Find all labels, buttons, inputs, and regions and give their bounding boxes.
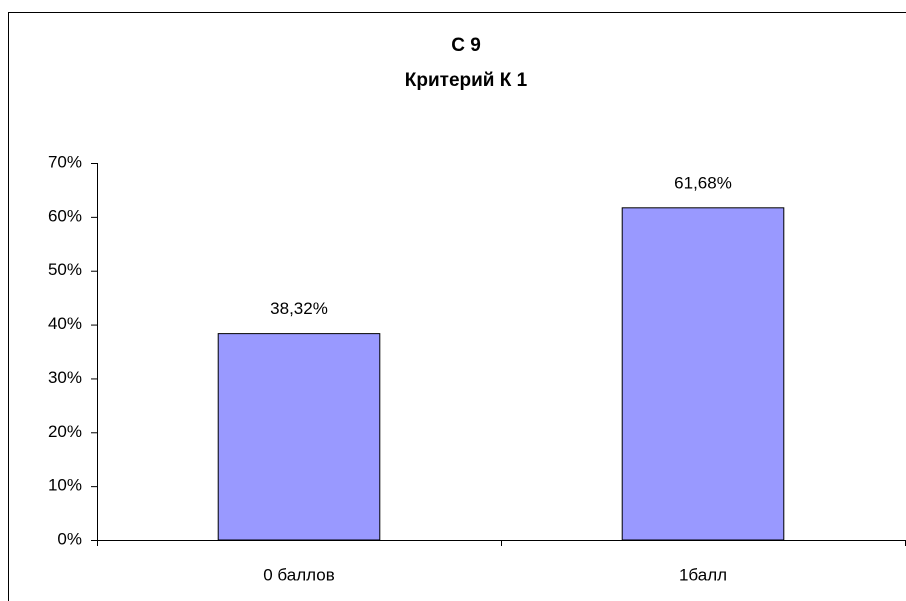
y-tick-label: 50% — [48, 260, 82, 279]
bar — [621, 207, 785, 541]
x-tick-label: 0 баллов — [263, 565, 335, 584]
x-tick-label: 1балл — [679, 565, 727, 584]
y-tick-label: 10% — [48, 476, 82, 495]
y-tick-label: 30% — [48, 368, 82, 387]
y-tick-label: 60% — [48, 206, 82, 225]
y-tick-label: 20% — [48, 422, 82, 441]
chart-subtitle: Критерий К 1 — [405, 70, 528, 91]
y-tick-label: 70% — [48, 152, 82, 171]
chart-title: С 9 — [451, 35, 481, 56]
y-tick-label: 40% — [48, 314, 82, 333]
y-tick-label: 0% — [57, 529, 82, 548]
data-label: 61,68% — [674, 173, 732, 192]
bar — [217, 333, 381, 541]
data-label: 38,32% — [270, 299, 328, 318]
